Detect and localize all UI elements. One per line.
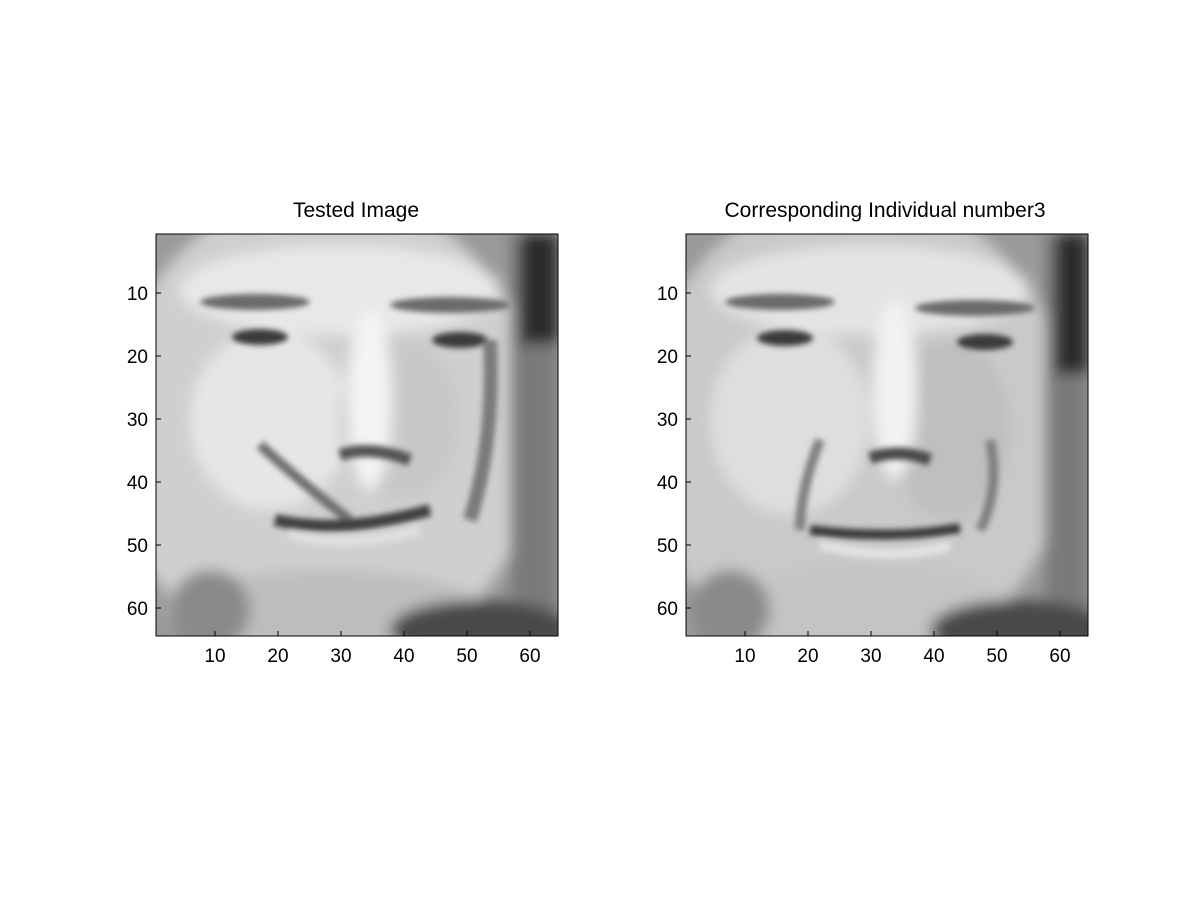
x-tick-label: 60 (1049, 646, 1070, 667)
face-image (156, 234, 558, 636)
x-tick-label: 10 (734, 646, 755, 667)
y-tick-label: 10 (127, 284, 148, 305)
axes-corresponding-individual: Corresponding Individual number3 (657, 199, 1089, 667)
panel-title: Corresponding Individual number3 (724, 199, 1045, 222)
y-tick-label: 20 (657, 347, 678, 368)
y-tick-label: 50 (127, 536, 148, 557)
y-tick-label: 40 (657, 473, 678, 494)
y-tick-label: 30 (127, 410, 148, 431)
y-tick-label: 60 (127, 599, 148, 620)
x-tick-label: 20 (267, 646, 288, 667)
panel-tested-image: Tested Image (100, 190, 570, 670)
x-tick-label: 30 (860, 646, 881, 667)
face-image (686, 234, 1088, 636)
y-tick-label: 40 (127, 473, 148, 494)
y-tick-label: 30 (657, 410, 678, 431)
x-tick-label: 60 (519, 646, 540, 667)
x-tick-label: 40 (393, 646, 414, 667)
x-tick-label: 40 (923, 646, 944, 667)
y-tick-label: 50 (657, 536, 678, 557)
y-tick-label: 10 (657, 284, 678, 305)
axes-tested-image: Tested Image (127, 199, 559, 667)
x-tick-label: 10 (204, 646, 225, 667)
panel-corresponding-individual: Corresponding Individual number3 (630, 190, 1100, 670)
y-tick-label: 20 (127, 347, 148, 368)
x-tick-label: 50 (456, 646, 477, 667)
x-tick-label: 30 (330, 646, 351, 667)
x-tick-label: 20 (797, 646, 818, 667)
x-tick-label: 50 (986, 646, 1007, 667)
panel-title: Tested Image (293, 199, 419, 222)
y-tick-label: 60 (657, 599, 678, 620)
